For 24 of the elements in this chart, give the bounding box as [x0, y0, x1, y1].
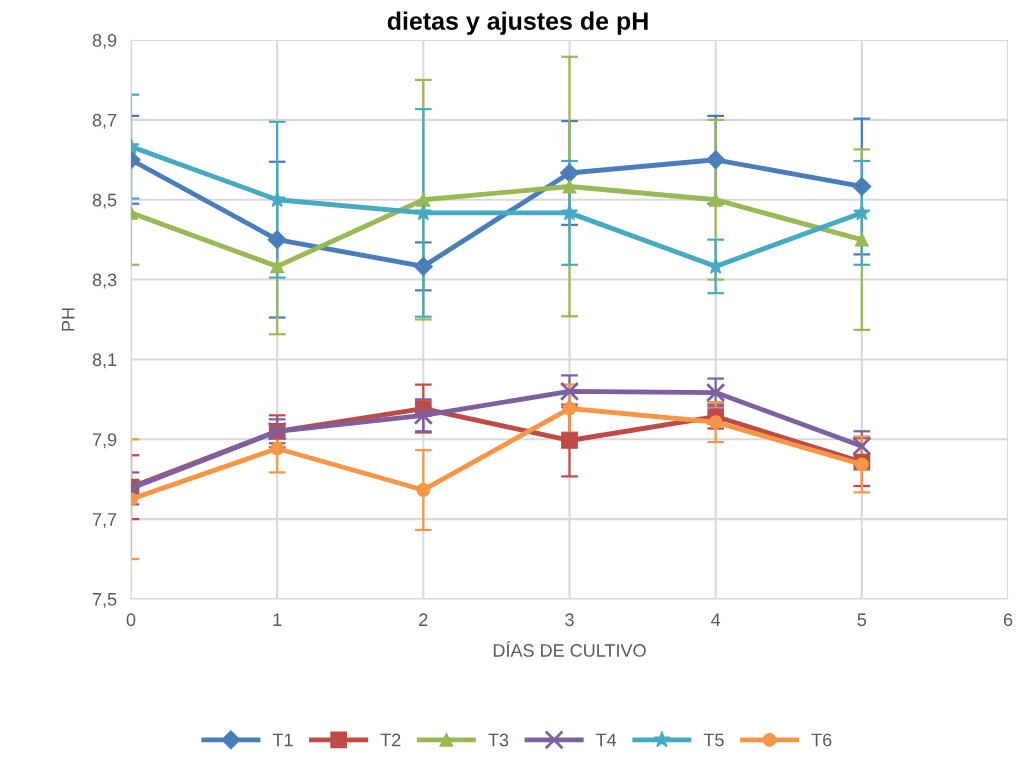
- y-tick-label: 8,1: [92, 353, 117, 369]
- legend-label: T2: [380, 733, 401, 747]
- legend-label: T5: [703, 733, 724, 747]
- legend-label: T1: [272, 733, 293, 747]
- y-tick-label: 7,9: [92, 433, 117, 449]
- x-tick-label: 5: [857, 613, 867, 627]
- y-tick-label: 8,9: [92, 33, 117, 49]
- x-tick-label: 1: [273, 613, 282, 626]
- x-tick-label: 4: [711, 613, 721, 626]
- y-tick-label: 7,5: [92, 593, 117, 608]
- legend-label: T6: [811, 733, 832, 747]
- x-tick-label: 0: [126, 613, 136, 627]
- x-tick-label: 3: [565, 613, 574, 627]
- legend-label: T3: [488, 733, 509, 747]
- y-axis-title: PH: [61, 308, 75, 331]
- chart-title: dietas y ajustes de pH: [387, 11, 648, 35]
- x-tick-label: 2: [419, 613, 428, 626]
- x-axis-title: DÍAS DE CULTIVO: [493, 641, 646, 657]
- y-tick-label: 7,7: [92, 513, 117, 528]
- x-tick-label: 6: [1003, 613, 1013, 627]
- y-tick-label: 8,5: [92, 193, 117, 209]
- y-tick-label: 8,3: [92, 273, 117, 289]
- legend-label: T4: [596, 733, 617, 747]
- y-tick-label: 8,7: [92, 113, 117, 129]
